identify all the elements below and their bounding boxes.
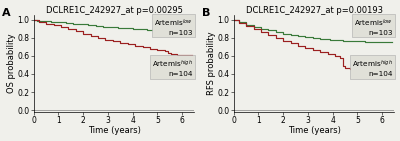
Text: A: A	[2, 8, 10, 18]
Title: DCLRE1C_242927_at p=0.00193: DCLRE1C_242927_at p=0.00193	[246, 5, 382, 15]
X-axis label: Time (years): Time (years)	[88, 126, 140, 136]
Text: Artemis$^{low}$
n=103: Artemis$^{low}$ n=103	[154, 17, 193, 36]
Y-axis label: OS probability: OS probability	[7, 34, 16, 93]
Text: Artemis$^{high}$
n=104: Artemis$^{high}$ n=104	[152, 59, 193, 77]
Text: B: B	[202, 8, 210, 18]
Y-axis label: RFS probability: RFS probability	[207, 32, 216, 95]
Text: Artemis$^{low}$
n=103: Artemis$^{low}$ n=103	[354, 17, 393, 36]
X-axis label: Time (years): Time (years)	[288, 126, 340, 136]
Title: DCLRE1C_242927_at p=0.00295: DCLRE1C_242927_at p=0.00295	[46, 5, 182, 15]
Text: Artemis$^{high}$
n=104: Artemis$^{high}$ n=104	[352, 59, 393, 77]
